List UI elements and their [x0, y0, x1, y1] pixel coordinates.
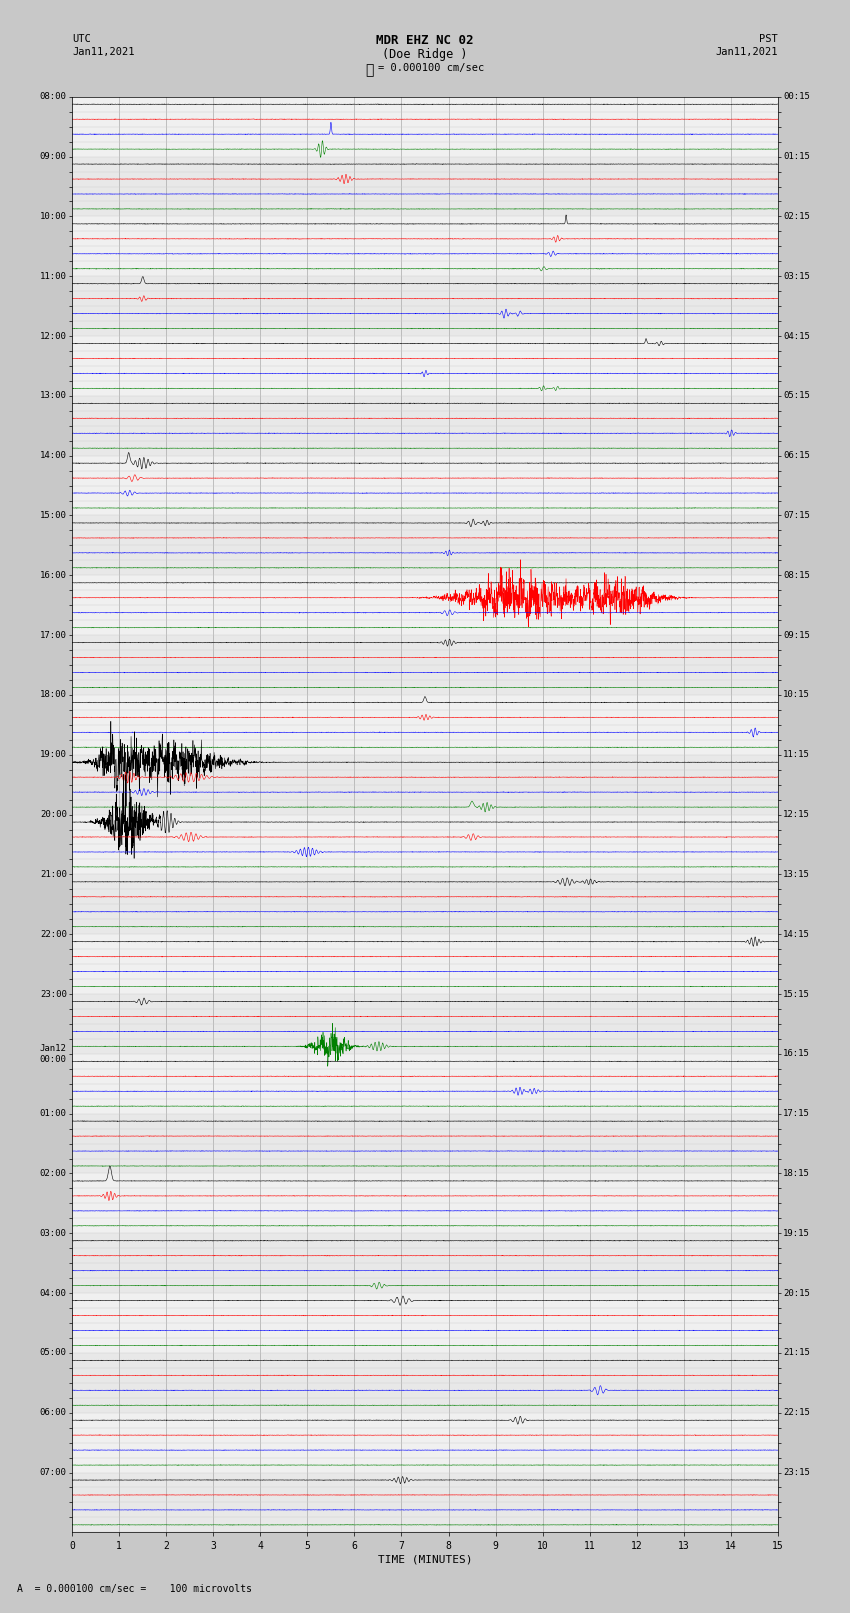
- Text: MDR EHZ NC 02: MDR EHZ NC 02: [377, 34, 473, 47]
- Text: Jan11,2021: Jan11,2021: [72, 47, 135, 56]
- Bar: [72, 276, 778, 336]
- Bar: [72, 934, 778, 994]
- Bar: [72, 636, 778, 695]
- Bar: [72, 1353, 778, 1413]
- Bar: [72, 576, 778, 636]
- X-axis label: TIME (MINUTES): TIME (MINUTES): [377, 1555, 473, 1565]
- Bar: [72, 874, 778, 934]
- Text: (Doe Ridge ): (Doe Ridge ): [382, 48, 468, 61]
- Text: A  = 0.000100 cm/sec =    100 microvolts: A = 0.000100 cm/sec = 100 microvolts: [17, 1584, 252, 1594]
- Text: PST: PST: [759, 34, 778, 44]
- Bar: [72, 516, 778, 576]
- Text: Jan11,2021: Jan11,2021: [715, 47, 778, 56]
- Bar: [72, 1174, 778, 1234]
- Bar: [72, 1234, 778, 1294]
- Bar: [72, 815, 778, 874]
- Bar: [72, 97, 778, 156]
- Bar: [72, 336, 778, 395]
- Text: UTC: UTC: [72, 34, 91, 44]
- Bar: [72, 216, 778, 276]
- Bar: [72, 156, 778, 216]
- Bar: [72, 1113, 778, 1174]
- Text: ⎸: ⎸: [366, 63, 374, 77]
- Bar: [72, 994, 778, 1053]
- Bar: [72, 1473, 778, 1532]
- Text: = 0.000100 cm/sec: = 0.000100 cm/sec: [378, 63, 484, 73]
- Bar: [72, 1294, 778, 1353]
- Bar: [72, 1053, 778, 1113]
- Bar: [72, 1413, 778, 1473]
- Bar: [72, 755, 778, 815]
- Bar: [72, 395, 778, 455]
- Bar: [72, 695, 778, 755]
- Bar: [72, 456, 778, 516]
